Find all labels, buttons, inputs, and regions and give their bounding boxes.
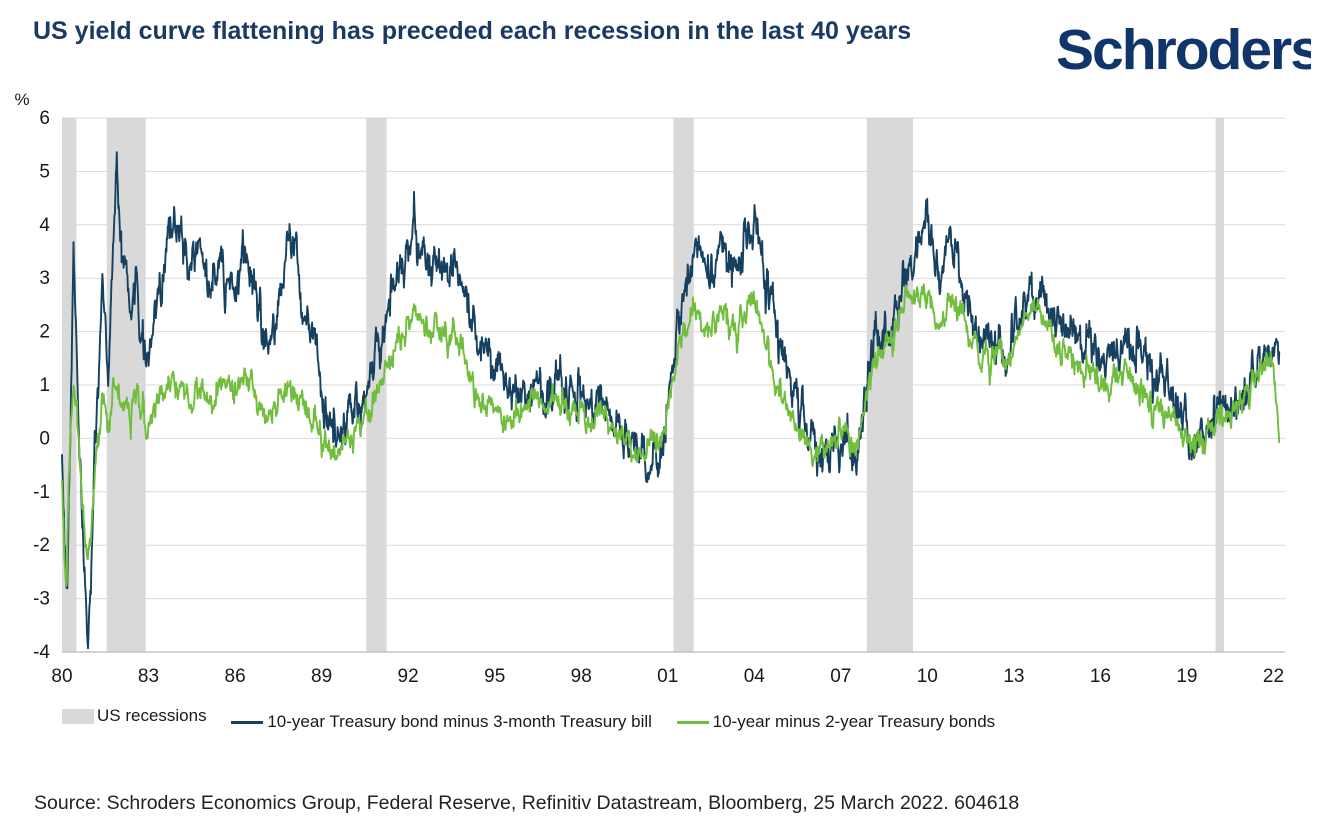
svg-text:-1: -1 bbox=[33, 482, 50, 503]
svg-text:86: 86 bbox=[225, 666, 246, 687]
svg-text:2: 2 bbox=[39, 322, 50, 343]
svg-text:0: 0 bbox=[39, 428, 50, 449]
svg-text:07: 07 bbox=[830, 666, 851, 687]
svg-text:80: 80 bbox=[51, 666, 72, 687]
svg-text:92: 92 bbox=[398, 666, 419, 687]
svg-text:19: 19 bbox=[1176, 666, 1197, 687]
svg-text:4: 4 bbox=[39, 215, 50, 236]
svg-text:3: 3 bbox=[39, 268, 50, 289]
svg-text:16: 16 bbox=[1090, 666, 1111, 687]
svg-text:95: 95 bbox=[484, 666, 505, 687]
svg-text:-3: -3 bbox=[33, 589, 50, 610]
svg-text:04: 04 bbox=[744, 666, 766, 687]
svg-text:89: 89 bbox=[311, 666, 332, 687]
svg-text:83: 83 bbox=[138, 666, 159, 687]
svg-text:-2: -2 bbox=[33, 535, 50, 556]
svg-text:22: 22 bbox=[1263, 666, 1284, 687]
svg-text:%: % bbox=[14, 90, 29, 109]
svg-text:6: 6 bbox=[39, 108, 50, 129]
svg-text:13: 13 bbox=[1003, 666, 1024, 687]
svg-text:1: 1 bbox=[39, 375, 50, 396]
svg-text:5: 5 bbox=[39, 161, 50, 182]
svg-text:98: 98 bbox=[571, 666, 592, 687]
svg-text:-4: -4 bbox=[33, 642, 50, 663]
svg-text:10: 10 bbox=[917, 666, 938, 687]
svg-text:01: 01 bbox=[657, 666, 678, 687]
